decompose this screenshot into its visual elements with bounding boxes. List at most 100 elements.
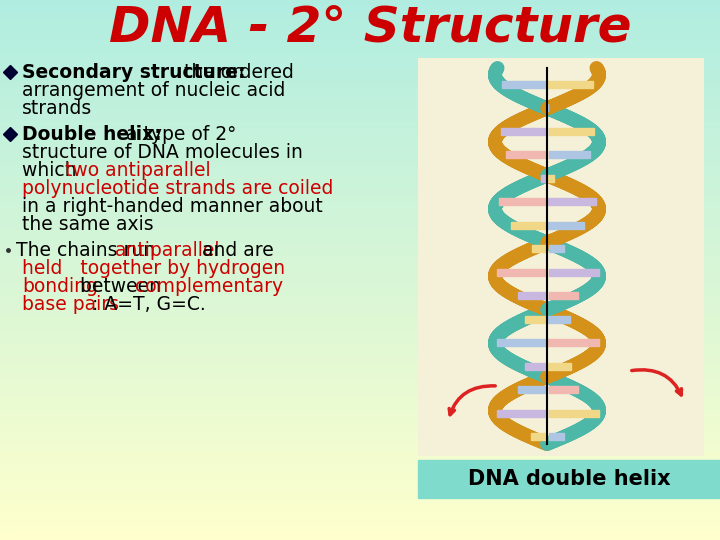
Bar [0,303,720,310]
Bar [0,391,720,399]
Bar [547,104,548,111]
Bar [0,209,720,216]
Bar [0,445,720,453]
Bar [549,293,577,300]
Bar [0,87,720,94]
Bar [549,387,577,394]
Text: and are: and are [196,240,274,260]
Bar [0,411,720,418]
Bar [531,434,547,441]
Text: : A=T, G=C.: : A=T, G=C. [92,294,206,314]
Bar [499,198,547,205]
Text: two antiparallel: two antiparallel [65,160,211,179]
Text: which: which [22,160,83,179]
Bar [0,161,720,168]
Bar [506,151,547,158]
Bar [0,47,720,54]
Bar [0,404,720,411]
Bar [525,316,547,323]
Bar [0,222,720,230]
Bar [0,60,720,68]
Bar [503,81,547,88]
Text: the same axis: the same axis [22,214,153,233]
Bar [0,492,720,500]
Bar [0,114,720,122]
Bar [548,340,599,347]
Bar [0,53,720,60]
Bar [418,460,720,498]
Bar [0,175,720,183]
Bar [0,202,720,209]
Bar [0,526,720,534]
Bar [0,141,720,149]
Bar [0,256,720,263]
Bar [0,0,720,6]
Bar [0,317,720,324]
Bar [518,293,547,300]
Text: Double helix:: Double helix: [22,125,162,144]
Bar [0,269,720,276]
Bar [0,107,720,115]
Bar [549,246,564,252]
Bar [0,236,720,243]
Bar [0,485,720,492]
Bar [0,155,720,162]
Bar [0,67,720,74]
Bar [0,101,720,108]
Bar [548,316,570,323]
Bar [0,276,720,284]
Bar [0,350,720,357]
Bar [0,195,720,202]
Bar [0,337,720,345]
Bar [548,222,584,229]
Bar [0,438,720,445]
Bar [0,479,720,486]
Bar [525,363,547,370]
Bar [0,431,720,438]
Bar [0,215,720,222]
Text: held   together by hydrogen: held together by hydrogen [22,259,285,278]
Text: The chains run: The chains run [16,240,161,260]
Bar [0,249,720,256]
Text: complementary: complementary [135,276,283,295]
Bar [531,246,547,252]
Bar [549,434,564,441]
Bar [0,290,720,297]
Text: bonding: bonding [22,276,98,295]
Bar [548,175,554,182]
Bar [0,465,720,472]
Bar [497,410,547,417]
Text: between: between [74,276,167,295]
Text: the ordered: the ordered [178,63,294,82]
Bar [0,40,720,47]
Bar [548,198,596,205]
Bar [0,229,720,237]
Bar [497,269,547,276]
Text: arrangement of nucleic acid: arrangement of nucleic acid [22,80,285,99]
Text: structure of DNA molecules in: structure of DNA molecules in [22,143,303,161]
Bar [0,458,720,465]
Bar [0,263,720,270]
Text: antiparallel: antiparallel [115,240,220,260]
Bar [0,310,720,317]
Bar [549,151,590,158]
Bar [497,340,547,347]
Bar [0,20,720,27]
Bar [0,33,720,40]
Bar [0,80,720,87]
Bar [0,357,720,364]
Bar [0,506,720,513]
Bar [0,364,720,372]
Bar [0,384,720,391]
Text: polynucleotide strands are coiled: polynucleotide strands are coiled [22,179,333,198]
Bar [0,182,720,189]
Bar [549,128,594,135]
Bar [0,371,720,378]
Bar [0,377,720,384]
Bar [0,121,720,128]
Bar [549,269,599,276]
Bar [511,222,547,229]
Bar [0,344,720,351]
Bar [0,134,720,141]
Bar [0,296,720,303]
